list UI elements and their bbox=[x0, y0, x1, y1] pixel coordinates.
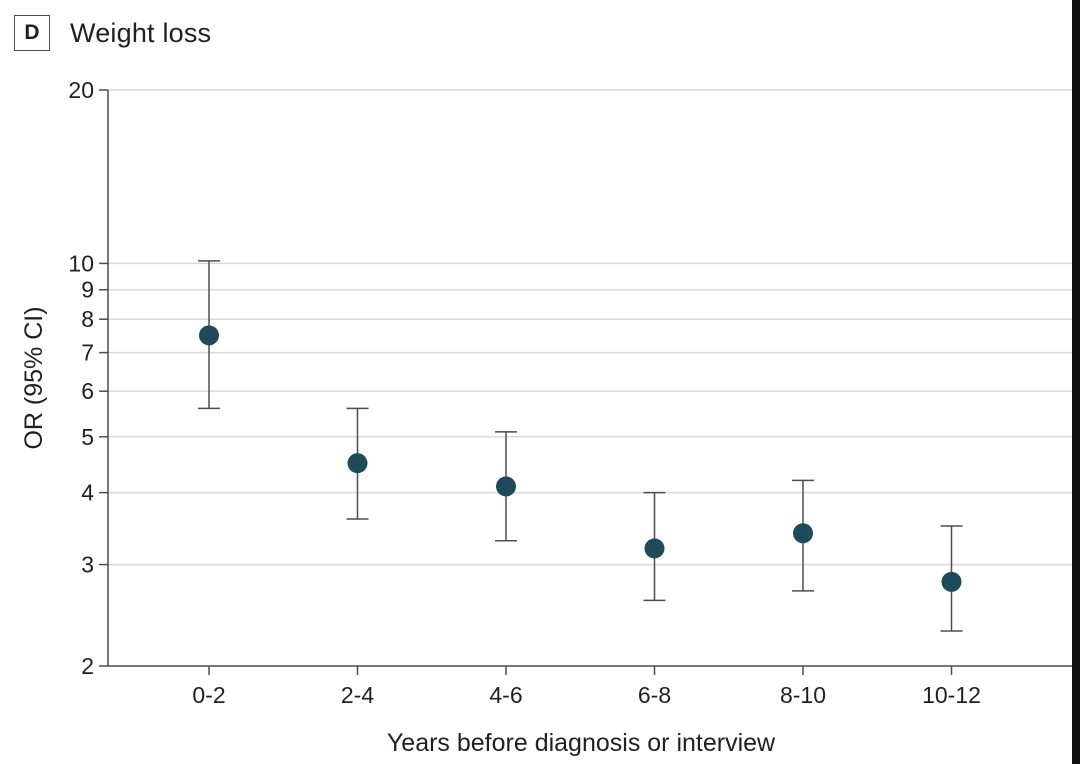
data-points bbox=[198, 260, 963, 632]
x-tick-label: 2-4 bbox=[341, 682, 374, 708]
data-point bbox=[941, 571, 962, 592]
y-tick-label: 7 bbox=[81, 340, 94, 366]
y-tick-label: 8 bbox=[81, 306, 94, 332]
y-tick-labels: 2 3 4 5 6 7 8 910 20 bbox=[68, 77, 94, 679]
y-tick-label: 2 bbox=[81, 653, 94, 679]
data-point-group bbox=[495, 431, 517, 542]
data-point-group bbox=[346, 407, 369, 520]
y-tick-label: 20 bbox=[68, 77, 94, 103]
x-tick-label: 10-12 bbox=[922, 682, 981, 708]
data-point-group bbox=[940, 525, 963, 632]
x-tick-labels: 0-2 2-4 4-6 6-8 8-10 10-12 bbox=[192, 682, 981, 708]
x-tick-label: 8-10 bbox=[780, 682, 826, 708]
panel-header: D Weight loss bbox=[14, 13, 211, 53]
y-tick-label: 10 bbox=[68, 250, 94, 276]
grid-lines bbox=[108, 89, 1072, 566]
data-point-group bbox=[643, 491, 666, 602]
x-tick-label: 6-8 bbox=[638, 682, 671, 708]
data-point bbox=[199, 325, 219, 346]
y-tick-label: 4 bbox=[81, 480, 94, 506]
frame-edge bbox=[1072, 0, 1080, 764]
x-tick-label: 4-6 bbox=[489, 682, 522, 708]
data-point bbox=[644, 538, 665, 559]
data-point-group bbox=[198, 260, 220, 410]
y-tick-label: 3 bbox=[81, 552, 94, 578]
data-point bbox=[347, 453, 368, 474]
x-tick-label: 0-2 bbox=[192, 682, 225, 708]
data-point-group bbox=[792, 479, 814, 592]
chart-title: Weight loss bbox=[70, 17, 212, 48]
y-tick-label: 6 bbox=[81, 378, 94, 404]
panel-letter-label: D bbox=[14, 15, 50, 51]
axes bbox=[99, 89, 1072, 675]
x-axis-label: Years before diagnosis or interview bbox=[387, 729, 776, 757]
y-tick-label: 9 bbox=[81, 277, 94, 303]
data-point bbox=[793, 523, 813, 544]
data-point bbox=[496, 476, 516, 497]
y-tick-label: 5 bbox=[81, 424, 94, 450]
y-axis-label: OR (95% CI) bbox=[20, 306, 48, 449]
